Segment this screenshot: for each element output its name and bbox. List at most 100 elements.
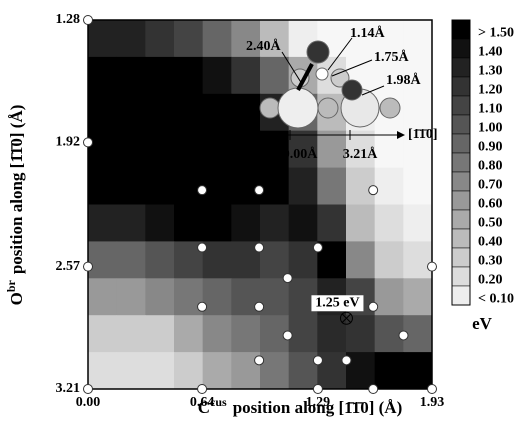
contour-cell — [346, 205, 375, 242]
contour-cell — [403, 94, 432, 131]
contour-cell — [174, 57, 203, 94]
site-marker — [198, 385, 207, 394]
site-marker — [84, 16, 93, 25]
contour-cell — [260, 241, 289, 278]
contour-cell — [174, 94, 203, 131]
contour-cell — [260, 352, 289, 389]
contour-cell — [88, 94, 117, 131]
colorbar-block — [452, 248, 470, 267]
colorbar-block — [452, 267, 470, 286]
x-tick-label: 1.29 — [306, 395, 331, 410]
contour-cell — [403, 352, 432, 389]
contour-cell — [317, 168, 346, 205]
site-marker — [198, 186, 207, 195]
chart: Ccusposition along [1̄1̄0] (Å) Obrpositi… — [0, 0, 529, 418]
contour-cell — [117, 278, 146, 315]
contour-cell — [145, 278, 174, 315]
contour-cell — [117, 205, 146, 242]
contour-cell — [231, 205, 260, 242]
contour-cell — [289, 168, 318, 205]
atom — [307, 41, 329, 63]
contour-cell — [117, 94, 146, 131]
contour-cell — [174, 352, 203, 389]
contour-cell — [145, 315, 174, 352]
colorbar-label: 1.20 — [478, 83, 503, 98]
contour-cell — [145, 352, 174, 389]
colorbar-label: 0.40 — [478, 235, 503, 250]
contour-cell — [231, 94, 260, 131]
colorbar-label: 1.10 — [478, 102, 503, 117]
contour-cell — [375, 241, 404, 278]
colorbar-label: 0.60 — [478, 197, 503, 212]
contour-cell — [117, 131, 146, 168]
contour-cell — [117, 168, 146, 205]
x-tick-label: 1.93 — [420, 395, 445, 410]
site-marker — [283, 274, 292, 283]
colorbar-label: 1.00 — [478, 121, 503, 136]
colorbar-block — [452, 115, 470, 134]
site-marker — [255, 302, 264, 311]
colorbar-block — [452, 20, 470, 39]
site-marker — [399, 331, 408, 340]
colorbar-block — [452, 153, 470, 172]
contour-cell — [203, 352, 232, 389]
atom — [342, 80, 362, 100]
colorbar-block — [452, 39, 470, 58]
site-marker — [369, 186, 378, 195]
site-marker — [369, 302, 378, 311]
contour-cell — [174, 20, 203, 57]
site-marker — [84, 138, 93, 147]
site-marker — [198, 302, 207, 311]
contour-cell — [174, 168, 203, 205]
contour-cell — [145, 94, 174, 131]
colorbar-label: < 0.10 — [478, 292, 514, 307]
colorbar-block — [452, 77, 470, 96]
contour-cell — [88, 241, 117, 278]
site-marker — [255, 186, 264, 195]
colorbar-label: 0.90 — [478, 140, 503, 155]
site-marker — [428, 262, 437, 271]
contour-cell — [117, 315, 146, 352]
colorbar-block — [452, 96, 470, 115]
contour-cell — [88, 168, 117, 205]
contour-cell — [203, 205, 232, 242]
site-marker — [84, 262, 93, 271]
contour-cell — [145, 57, 174, 94]
contour-cell — [174, 205, 203, 242]
atom — [278, 88, 318, 128]
inset-axis-label: [1̄1̄0] — [408, 127, 438, 142]
contour-cell — [403, 278, 432, 315]
contour-cell — [289, 352, 318, 389]
contour-cell — [231, 315, 260, 352]
contour-cell — [203, 20, 232, 57]
contour-cell — [289, 205, 318, 242]
contour-cell — [88, 205, 117, 242]
inset-label: 1.14Å — [350, 25, 386, 41]
contour-cell — [117, 241, 146, 278]
contour-cell — [403, 168, 432, 205]
colorbar-label: 1.30 — [478, 64, 503, 79]
contour-cell — [145, 131, 174, 168]
colorbar-label: 0.80 — [478, 159, 503, 174]
contour-cell — [88, 278, 117, 315]
atom — [316, 68, 328, 80]
inset-label: 1.98Å — [386, 72, 422, 88]
colorbar-block — [452, 210, 470, 229]
colorbar-label: 0.50 — [478, 216, 503, 231]
inset-label: 1.75Å — [374, 49, 410, 65]
site-marker — [342, 356, 351, 365]
contour-cell — [317, 315, 346, 352]
contour-cell — [117, 352, 146, 389]
contour-cell — [145, 241, 174, 278]
site-marker — [313, 243, 322, 252]
contour-cell — [231, 131, 260, 168]
contour-cell — [203, 278, 232, 315]
contour-cell — [145, 168, 174, 205]
contour-cell — [174, 315, 203, 352]
site-marker — [198, 243, 207, 252]
colorbar-block — [452, 58, 470, 77]
colorbar-label: 0.20 — [478, 273, 503, 288]
saddle-label: 1.25 eV — [315, 295, 359, 310]
contour-cell — [375, 278, 404, 315]
